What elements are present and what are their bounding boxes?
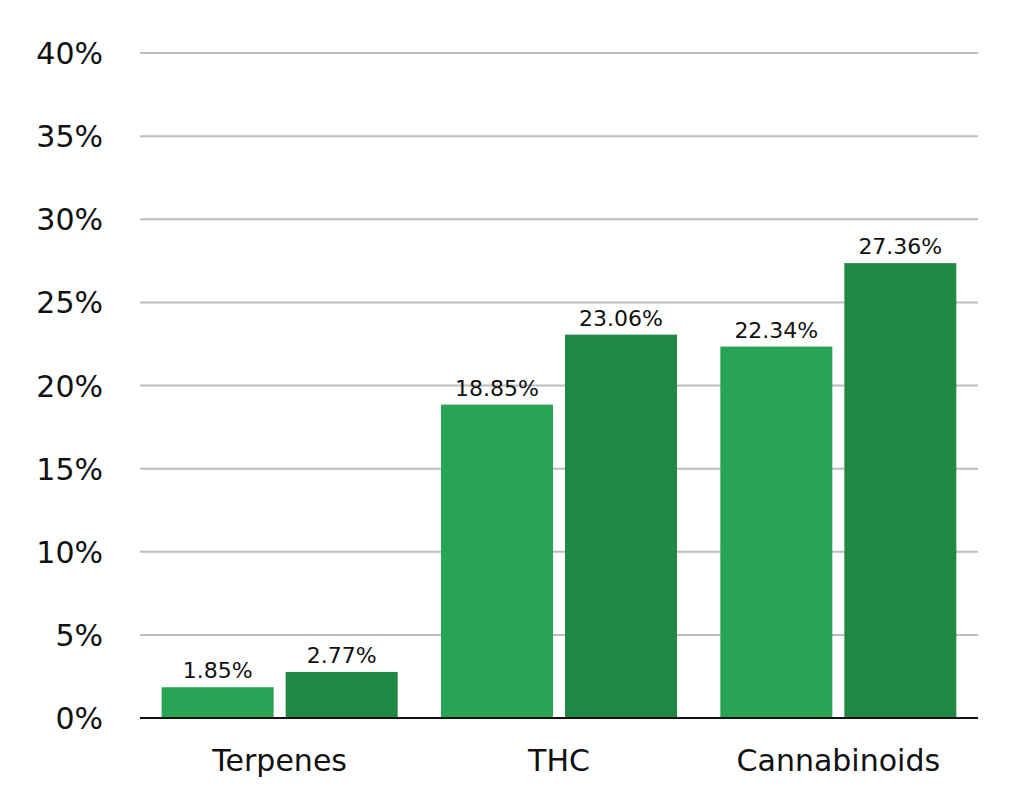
bar: [162, 687, 274, 718]
y-tick-label: 30%: [36, 202, 103, 237]
data-label: 1.85%: [183, 658, 253, 683]
x-tick-label: Terpenes: [211, 743, 347, 778]
y-tick-label: 0%: [55, 701, 103, 736]
y-tick-label: 40%: [36, 36, 103, 71]
grid-line: [140, 135, 978, 137]
x-axis-line: [140, 717, 978, 719]
grid-line: [140, 52, 978, 54]
bar: [565, 335, 677, 718]
bar: [441, 405, 553, 718]
bar: [844, 263, 956, 718]
data-label: 23.06%: [579, 306, 663, 331]
data-label: 18.85%: [455, 376, 539, 401]
data-label: 27.36%: [858, 234, 942, 259]
y-tick-label: 20%: [36, 369, 103, 404]
y-tick-label: 15%: [36, 452, 103, 487]
y-tick-label: 5%: [55, 618, 103, 653]
y-tick-label: 35%: [36, 119, 103, 154]
data-label: 2.77%: [307, 643, 377, 668]
bar: [286, 672, 398, 718]
x-tick-label: Cannabinoids: [737, 743, 941, 778]
grid-line: [140, 218, 978, 220]
y-tick-label: 10%: [36, 535, 103, 570]
y-tick-label: 25%: [36, 285, 103, 320]
data-labels: 1.85% 18.85% 22.34% 2.77% 23.06% 27.36%: [183, 234, 943, 683]
bars: [162, 263, 957, 718]
x-tick-label: THC: [527, 743, 590, 778]
page: {"chart_data": {"type": "bar", "categori…: [0, 0, 1014, 808]
data-label: 22.34%: [734, 318, 818, 343]
bar: [720, 347, 832, 718]
chart: 0% 5% 10% 15% 20% 25% 30% 35% 40% 1.85% 18.85% 22.3…: [0, 0, 1014, 808]
